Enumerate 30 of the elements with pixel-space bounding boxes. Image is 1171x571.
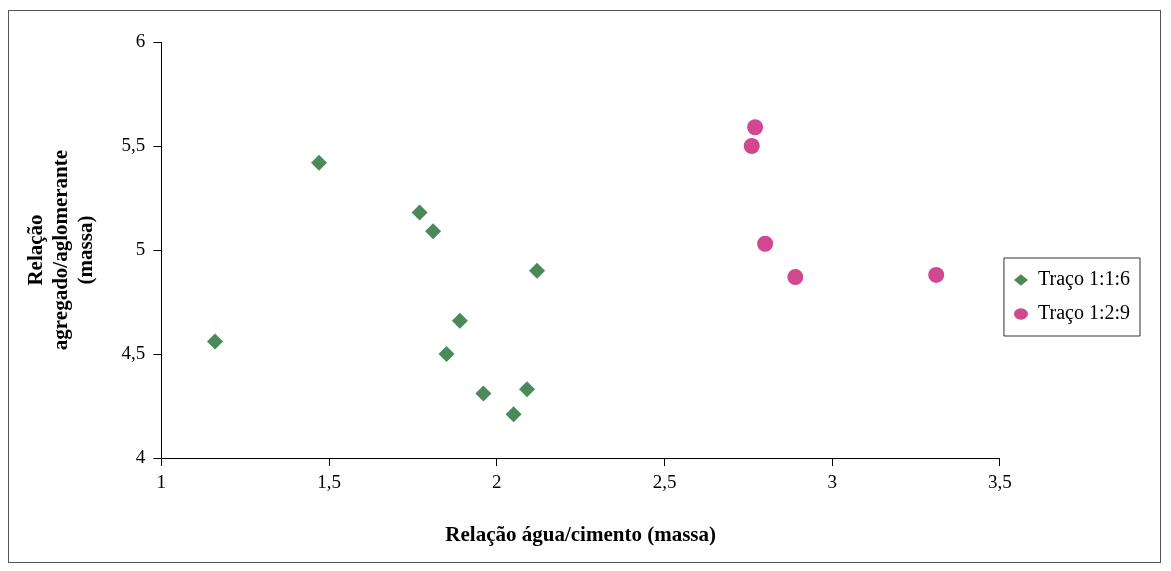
x-tick-label: 3: [827, 471, 837, 493]
point: [411, 204, 428, 221]
point: [787, 269, 804, 286]
y-tick-label: 5,5: [121, 133, 146, 155]
point: [451, 312, 468, 329]
legend-label: Traço 1:2:9: [1037, 301, 1131, 325]
point: [505, 406, 522, 423]
point: [518, 381, 535, 398]
x-tick-label: 2: [492, 471, 502, 493]
x-tick-label: 1,5: [317, 471, 341, 493]
point: [425, 223, 442, 240]
y-tick-label: 6: [135, 29, 146, 51]
point: [529, 262, 546, 279]
x-tick-label: 1: [156, 471, 167, 493]
point: [311, 154, 328, 171]
point: [757, 235, 774, 252]
y-axis-title: Relação agregado/aglomerante (massa): [23, 149, 98, 351]
legend-label: Traço 1:1:6: [1037, 267, 1131, 291]
y-tick-label: 5: [135, 237, 146, 259]
y-tick-label: 4: [135, 445, 146, 467]
x-axis-title: Relação água/cimento (massa): [445, 521, 716, 546]
y-tick-label: 4,5: [121, 341, 146, 363]
point: [207, 333, 224, 350]
point: [438, 346, 455, 362]
point: [475, 385, 492, 402]
x-tick-label: 3,5: [988, 471, 1012, 493]
x-tick-label: 2,5: [652, 471, 677, 493]
point: [928, 266, 945, 283]
point: [743, 138, 760, 154]
point: [747, 119, 764, 136]
